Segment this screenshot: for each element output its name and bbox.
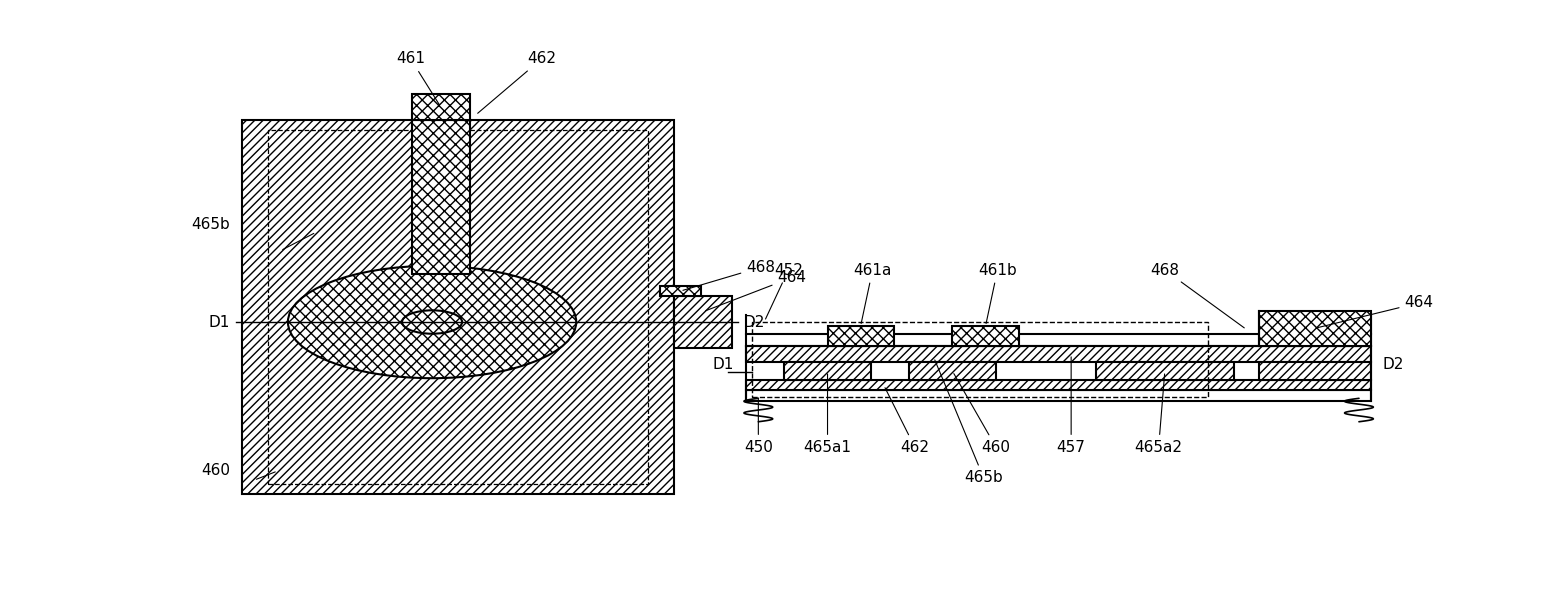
Text: D2: D2 (1383, 357, 1404, 372)
Text: D1: D1 (208, 314, 229, 330)
Text: 468: 468 (684, 260, 775, 291)
Text: 461b: 461b (978, 263, 1017, 323)
Bar (784, 362, 871, 380)
Bar (752, 322, 1209, 397)
Circle shape (288, 266, 577, 378)
Text: 461a: 461a (854, 263, 891, 323)
Text: 462: 462 (885, 388, 930, 455)
Bar (268, 130, 648, 484)
Text: 452: 452 (766, 263, 803, 319)
Bar (952, 326, 1018, 346)
Text: 465b: 465b (191, 217, 229, 232)
Bar (1259, 362, 1372, 380)
Text: 465b: 465b (935, 360, 1003, 485)
Text: 468: 468 (1150, 263, 1245, 328)
Bar (412, 94, 470, 120)
Bar (747, 346, 1370, 362)
Bar (1259, 311, 1372, 346)
Text: 465a1: 465a1 (803, 374, 851, 455)
Circle shape (401, 310, 462, 334)
Bar (242, 120, 674, 494)
Text: 462: 462 (477, 52, 556, 113)
Text: D2: D2 (744, 314, 766, 330)
Text: 461: 461 (397, 52, 439, 105)
Bar (1096, 362, 1234, 380)
Bar (660, 286, 701, 296)
Bar (747, 380, 1370, 390)
Bar (412, 120, 470, 274)
Text: 450: 450 (744, 398, 773, 455)
Text: 464: 464 (1318, 295, 1434, 328)
Bar (747, 390, 1370, 401)
Bar (908, 362, 997, 380)
Bar (828, 326, 894, 346)
Text: 464: 464 (705, 270, 806, 311)
Bar (674, 296, 732, 348)
Text: 457: 457 (1057, 357, 1085, 455)
Text: 465a2: 465a2 (1135, 374, 1183, 455)
Text: D1: D1 (713, 357, 735, 372)
Text: 460: 460 (202, 463, 229, 478)
Text: 460: 460 (953, 373, 1011, 455)
